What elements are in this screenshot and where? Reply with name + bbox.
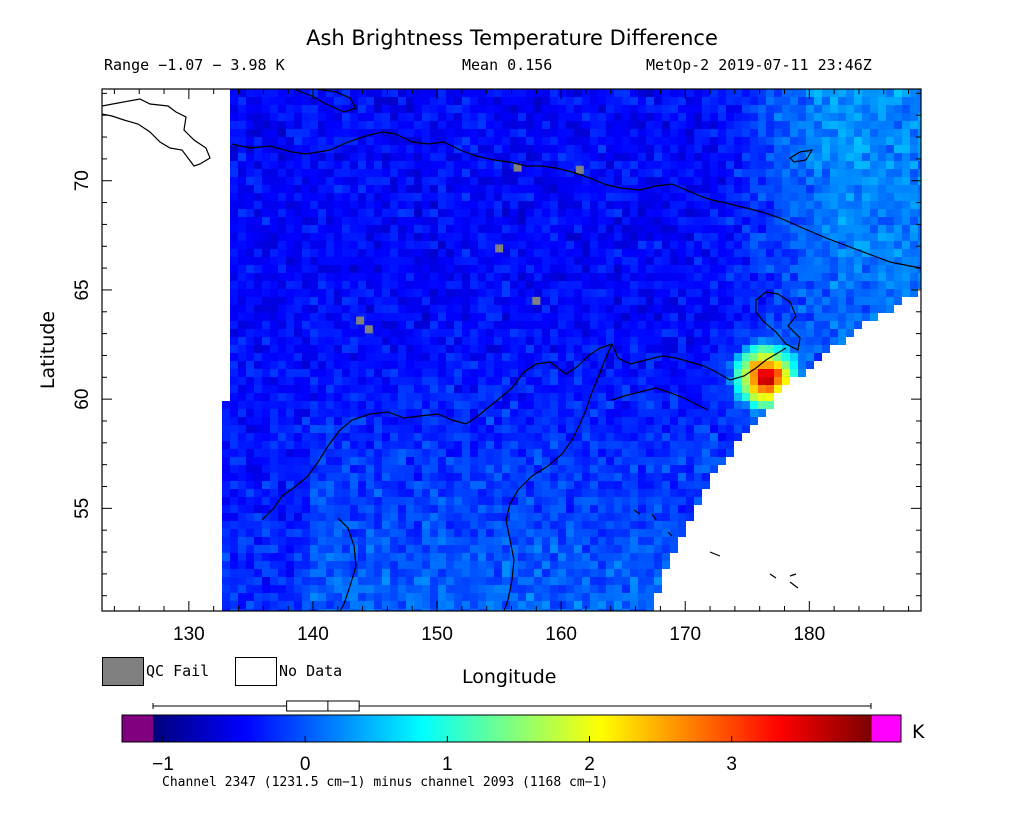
- wrangel-island: [789, 149, 814, 163]
- qc-fail-pixel: [495, 244, 504, 253]
- chart-title: Ash Brightness Temperature Difference: [306, 26, 718, 50]
- lat-tick-label: 55: [72, 498, 93, 519]
- lat-tick-label: 65: [72, 279, 93, 300]
- qc-fail-pixel: [532, 296, 541, 305]
- qc-fail-swatch: [102, 657, 144, 686]
- satellite-time-label: MetOp-2 2019-07-11 23:46Z: [646, 56, 872, 74]
- chukotka-gulf-anadyr: [755, 291, 801, 351]
- okhotsk-north-coast: [261, 343, 787, 521]
- y-axis-label: Latitude: [37, 310, 59, 390]
- lat-tick-label: 60: [72, 389, 93, 410]
- kamchatka-east-coast: [611, 387, 709, 411]
- qc-fail-label: QC Fail: [146, 662, 210, 680]
- lat-tick-label: 70: [72, 170, 93, 191]
- siberia-north-coast: [231, 131, 921, 269]
- new-siberian-islands: [295, 89, 357, 113]
- range-label: Range −1.07 − 3.98 K: [104, 56, 285, 74]
- no-data-swatch: [235, 657, 277, 686]
- coastline-outlines: [102, 89, 921, 611]
- kamchatka-peninsula: [503, 343, 613, 611]
- alaska-coastline: [102, 98, 211, 167]
- qc-fail-pixel: [513, 163, 522, 172]
- kuril-islands: [633, 509, 673, 537]
- sakhalin-coast: [337, 517, 357, 611]
- aleutian-islands: [709, 551, 799, 589]
- x-axis-label: Longitude: [462, 666, 557, 688]
- no-data-label: No Data: [279, 662, 343, 680]
- channel-footnote: Channel 2347 (1231.5 cm−1) minus channel…: [162, 775, 609, 790]
- lon-tick-label: 140: [297, 624, 329, 645]
- lon-tick-label: 150: [421, 624, 453, 645]
- qc-fail-pixel: [364, 325, 373, 334]
- lon-tick-label: 130: [173, 624, 205, 645]
- ash-btd-swath: [222, 89, 921, 611]
- axis-ticks: [102, 89, 921, 611]
- lon-tick-label: 160: [545, 624, 577, 645]
- lon-tick-label: 170: [669, 624, 701, 645]
- qc-fail-pixel: [575, 165, 584, 174]
- lon-tick-label: 180: [793, 624, 825, 645]
- axis-tick-labels: 130 140 150 160 170 180 55 60 65 70: [72, 170, 825, 645]
- mean-label: Mean 0.156: [462, 56, 553, 74]
- qc-fail-pixel: [356, 316, 365, 325]
- colorbar-unit: K: [912, 721, 925, 743]
